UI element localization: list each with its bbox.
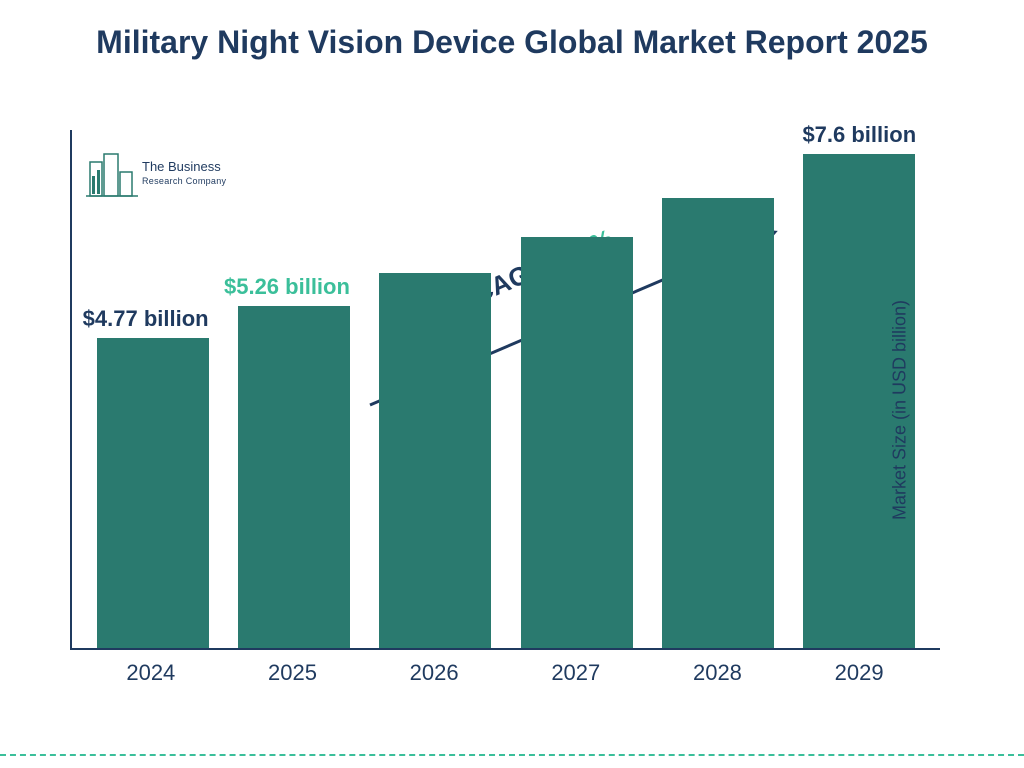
x-axis-tick-label: 2025 — [227, 652, 357, 686]
x-axis-tick-label: 2028 — [652, 652, 782, 686]
bar-slot — [370, 273, 500, 648]
bars-group: $4.77 billion$5.26 billion$7.6 billion — [72, 130, 940, 648]
bar — [238, 306, 350, 648]
x-axis-tick-label: 2026 — [369, 652, 499, 686]
bar-value-label: $5.26 billion — [224, 274, 364, 300]
y-axis-label: Market Size (in USD billion) — [889, 300, 910, 520]
bar — [521, 237, 633, 648]
bar — [379, 273, 491, 648]
x-axis-tick-label: 2029 — [794, 652, 924, 686]
chart-title: Military Night Vision Device Global Mark… — [0, 0, 1024, 72]
chart-container: CAGR 9.6% $4.77 billion$5.26 billion$7.6… — [70, 130, 970, 690]
x-axis-labels: 2024 2025 2026 2027 2028 2029 — [70, 652, 940, 686]
bar-slot: $4.77 billion — [88, 338, 218, 648]
bar — [97, 338, 209, 648]
bar-slot — [512, 237, 642, 648]
bar-value-label: $4.77 billion — [83, 306, 223, 332]
bar — [662, 198, 774, 648]
bar-slot — [653, 198, 783, 648]
bar-slot: $5.26 billion — [229, 306, 359, 648]
plot-area: $4.77 billion$5.26 billion$7.6 billion — [70, 130, 940, 650]
x-axis-tick-label: 2024 — [86, 652, 216, 686]
divider-dashed — [0, 754, 1024, 756]
bar-value-label: $7.6 billion — [789, 122, 929, 148]
x-axis-tick-label: 2027 — [511, 652, 641, 686]
